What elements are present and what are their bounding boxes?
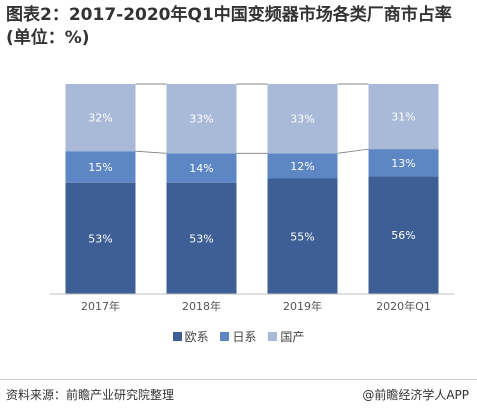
data-label-domestic-4: 31% [391,111,415,124]
bar-domestic-3 [267,84,338,154]
connector-line-japan-3 [337,148,369,154]
data-label-domestic-3: 33% [290,113,314,126]
legend-swatch-japan [220,332,230,341]
bar-japan-4 [368,149,439,177]
data-label-japan-4: 13% [391,157,415,170]
bar-euro-2 [166,182,237,294]
bar-japan-2 [166,153,237,183]
connector-line-japan-1 [135,150,167,154]
data-label-japan-2: 14% [189,162,213,175]
bar-japan-1 [65,151,136,183]
data-label-euro-3: 55% [290,230,314,243]
x-tick-label-1: 2017年 [81,299,120,313]
footer-divider [0,379,477,380]
source-note: 资料来源：前瞻产业研究院整理 [6,388,175,402]
stacked-bar-chart: 53% 15% 32% 2017年 53% 14% 33% 2018年 55% 12% 33% 201… [50,83,454,313]
x-tick-label-3: 2019年 [283,299,322,313]
bar-euro-1 [65,182,136,294]
x-tick-label-4: 2020年Q1 [376,299,431,313]
legend: 欧系 日系 国产 [0,328,477,345]
x-tick-label-2: 2018年 [182,299,221,313]
bar-domestic-1 [65,84,136,152]
bar-euro-4 [368,176,439,294]
legend-item-euro: 欧系 [172,328,209,345]
brand-credit: @前瞻经济学人APP [362,388,469,402]
data-label-domestic-1: 32% [88,112,112,125]
legend-item-japan: 日系 [220,328,257,345]
bar-euro-3 [267,178,338,294]
bar-domestic-2 [166,84,237,154]
legend-label-japan: 日系 [232,330,257,344]
legend-item-domestic: 国产 [268,328,304,345]
chart-title: 图表2：2017-2020年Q1中国变频器市场各类厂商市占率(单位：%) [6,5,452,48]
data-label-japan-3: 12% [290,160,314,173]
legend-label-euro: 欧系 [184,330,209,344]
data-label-domestic-2: 33% [189,113,213,126]
chart-area: 53% 15% 32% 2017年 53% 14% 33% 2018年 55% 12% 33% 201… [0,60,477,360]
bar-japan-3 [267,153,338,179]
data-label-japan-1: 15% [88,161,112,174]
data-label-euro-1: 53% [88,232,112,245]
data-label-euro-2: 53% [189,232,213,245]
legend-swatch-domestic [268,332,278,341]
legend-swatch-euro [172,332,182,341]
legend-label-domestic: 国产 [280,330,305,344]
bar-domestic-4 [368,84,439,150]
data-label-euro-4: 56% [391,229,415,242]
